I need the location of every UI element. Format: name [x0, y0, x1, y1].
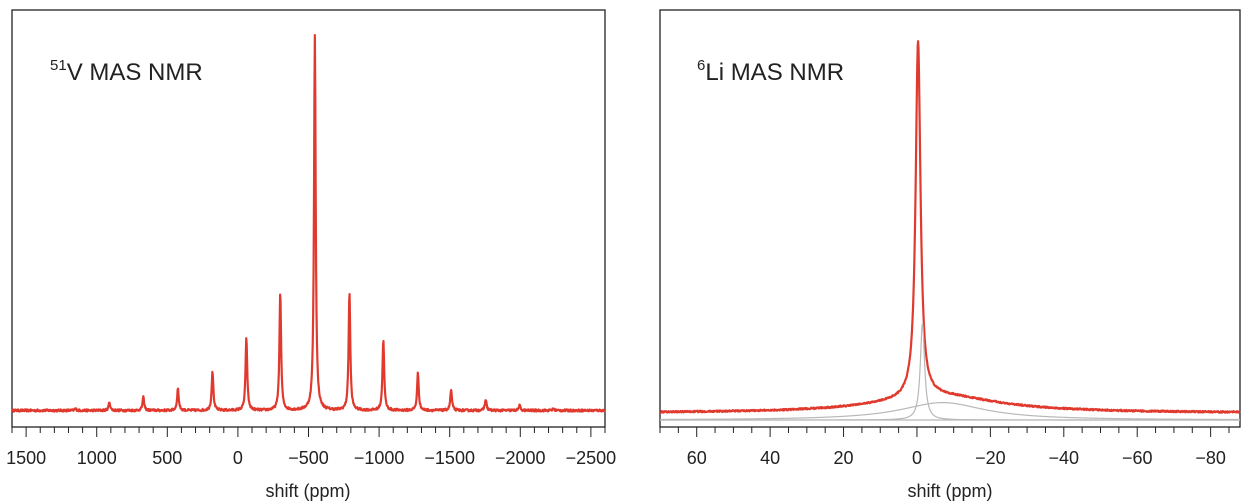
v51-series-group	[10, 33, 607, 413]
li6-tick-label: −40	[1049, 448, 1080, 468]
v51-title-text: V MAS NMR	[67, 59, 203, 86]
v51-chart-title: 51V MAS NMR	[50, 57, 203, 86]
v51-tick-label: −2000	[495, 448, 546, 468]
v51-tick-label: −500	[288, 448, 329, 468]
li6-series-group	[659, 40, 1241, 421]
v51-nmr-chart: 51V MAS NMR 1500 1000 500 0 −500 −1000 −1500 −2…	[6, 9, 616, 501]
li6-tick-label: 60	[687, 448, 707, 468]
li6-title-text: Li MAS NMR	[705, 59, 844, 86]
v51-tick-label: −1500	[424, 448, 475, 468]
li6-tick-label: 20	[834, 448, 854, 468]
li6-title-superscript: 6	[697, 57, 705, 74]
li6-tick-label: 0	[912, 448, 922, 468]
li6-tick-label: −60	[1122, 448, 1153, 468]
v51-tick-label: 1500	[6, 448, 46, 468]
li6-tick-label: −20	[975, 448, 1006, 468]
v51-tick-label: 0	[233, 448, 243, 468]
li6-plot-frame	[659, 9, 1241, 428]
v51-x-axis-label: shift (ppm)	[265, 481, 350, 501]
li6-x-axis-tick-labels: 60 40 20 0 −20 −40 −60 −80	[687, 448, 1226, 468]
li6-tick-label: 40	[760, 448, 780, 468]
li6-nmr-chart: 6Li MAS NMR 60 40 20 0 −20 −40 −60 −80 shift (p…	[659, 9, 1241, 501]
v51-x-axis-ticks	[11, 427, 606, 437]
li6-x-axis-label: shift (ppm)	[907, 481, 992, 501]
v51-x-axis-tick-labels: 1500 1000 500 0 −500 −1000 −1500 −2000 −2500	[6, 448, 616, 468]
li6-chart-title: 6Li MAS NMR	[697, 57, 844, 86]
v51-tick-label: 1000	[77, 448, 117, 468]
li6-tick-label: −80	[1195, 448, 1226, 468]
li6-series-component-line-1	[659, 323, 1241, 421]
li6-x-axis-ticks	[659, 427, 1230, 437]
v51-series-spectrum-line	[10, 33, 607, 413]
li6-series-component-line-2	[659, 401, 1241, 421]
v51-title-superscript: 51	[50, 57, 67, 74]
v51-tick-label: −2500	[566, 448, 617, 468]
li6-series-spectrum-line	[659, 40, 1241, 414]
v51-tick-label: 500	[152, 448, 182, 468]
v51-tick-label: −1000	[354, 448, 405, 468]
